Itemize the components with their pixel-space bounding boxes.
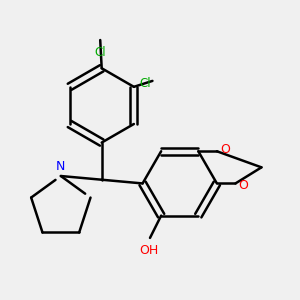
Text: Cl: Cl xyxy=(94,46,106,59)
Text: O: O xyxy=(220,142,230,155)
Text: O: O xyxy=(238,179,248,192)
Text: N: N xyxy=(56,160,65,173)
Text: Cl: Cl xyxy=(140,76,152,90)
Text: OH: OH xyxy=(139,244,158,257)
